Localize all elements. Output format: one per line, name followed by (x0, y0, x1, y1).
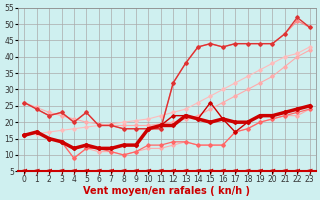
X-axis label: Vent moyen/en rafales ( kn/h ): Vent moyen/en rafales ( kn/h ) (84, 186, 251, 196)
